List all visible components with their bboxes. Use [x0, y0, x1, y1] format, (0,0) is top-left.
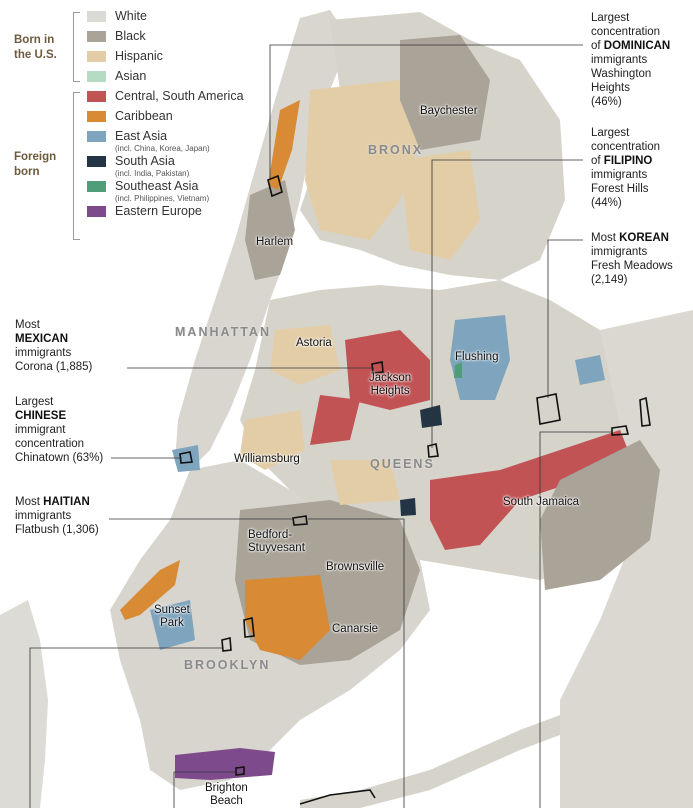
legend-label: East Asia — [115, 129, 168, 143]
legend-note: (incl. India, Pakistan) — [115, 169, 190, 178]
annotation-chinese: Largest CHINESE immigrant concentration … — [15, 396, 104, 464]
place-astoria: Astoria — [296, 337, 332, 349]
legend-label: Caribbean — [115, 109, 173, 123]
legend-swatch — [87, 131, 106, 142]
legend-note: (incl. China, Korea, Japan) — [115, 144, 210, 153]
legend-swatch — [87, 111, 106, 122]
legend-swatch — [87, 206, 106, 217]
neighborhood-patches — [120, 35, 660, 780]
foreign-born-label: Foreign born — [14, 151, 57, 178]
legend-swatch — [87, 181, 106, 192]
legend-label: Asian — [115, 69, 147, 83]
legend-label: Black — [115, 29, 146, 43]
legend-swatch — [87, 31, 106, 42]
legend-swatch — [87, 156, 106, 167]
place-williamsburg: Williamsburg — [234, 453, 300, 465]
legend-swatch — [87, 11, 106, 22]
place-canarsie: Canarsie — [332, 623, 379, 635]
place-harlem: Harlem — [256, 236, 294, 248]
leader-lines — [29, 44, 612, 808]
highlight-outlines — [179, 174, 651, 805]
legend-label: White — [115, 9, 147, 23]
annotation-mexican: Most MEXICAN immigrants Corona (1,885) — [15, 319, 93, 373]
annotation-korean: Most KOREAN immigrants Fresh Meadows (2,… — [591, 232, 673, 286]
legend-label: Southeast Asia — [115, 179, 199, 193]
place-flushing: Flushing — [455, 351, 499, 363]
borough-queens: QUEENS — [370, 457, 435, 471]
legend-label: Eastern Europe — [115, 204, 202, 218]
borough-bronx: BRONX — [368, 143, 424, 157]
born-bracket — [73, 12, 80, 82]
annotation-filipino: Largest concentration of FILIPINO immigr… — [591, 127, 661, 209]
legend-label: Hispanic — [115, 49, 163, 63]
legend-swatch — [87, 71, 106, 82]
place-bed-stuy: Bedford- Stuyvesant — [248, 529, 305, 554]
place-sunset-park: Sunset Park — [154, 604, 190, 629]
borough-brooklyn: BROOKLYN — [184, 658, 271, 672]
legend-swatch — [87, 51, 106, 62]
foreign-bracket — [73, 92, 80, 240]
born-in-us-label: Born in the U.S. — [14, 34, 57, 61]
legend-label: South Asia — [115, 154, 175, 168]
legend-note: (incl. Philippines, Vietnam) — [115, 194, 210, 203]
legend-label: Central, South America — [115, 89, 244, 103]
place-brownsville: Brownsville — [326, 561, 385, 573]
annotation-dominican: Largest concentration of DOMINICAN immig… — [591, 12, 671, 108]
annotation-haitian: Most HAITIAN immigrants Flatbush (1,306) — [15, 496, 99, 536]
borough-manhattan: MANHATTAN — [175, 325, 271, 339]
place-brighton-beach: Brighton Beach — [205, 782, 248, 807]
place-jackson-heights: Jackson Heights — [369, 372, 412, 397]
place-baychester: Baychester — [420, 105, 478, 117]
place-south-jamaica: South Jamaica — [503, 496, 580, 508]
legend-swatch — [87, 91, 106, 102]
